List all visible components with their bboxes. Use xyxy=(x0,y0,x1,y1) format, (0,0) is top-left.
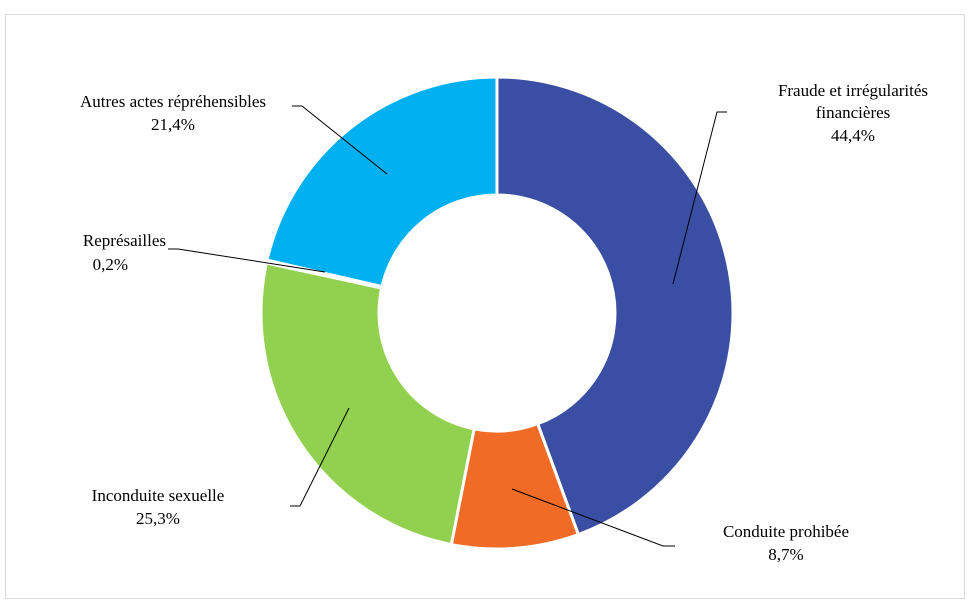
slice-label-fraude-line2: financières xyxy=(816,103,891,122)
slice-label-autres-line1: Autres actes répréhensibles xyxy=(80,92,266,111)
slice-label-represailles-line1: Représailles xyxy=(83,231,166,250)
slice-label-fraude: Fraude et irrégularités financières 44,4… xyxy=(778,81,928,145)
slice-label-autres: Autres actes répréhensibles 21,4% xyxy=(80,92,266,134)
leader-line-represailles xyxy=(168,248,326,273)
leader-line-fraude xyxy=(672,111,727,285)
slice-fraude xyxy=(495,75,735,537)
slice-label-inconduite-line1: Inconduite sexuelle xyxy=(92,486,225,505)
leader-lines xyxy=(168,105,727,547)
slice-label-represailles: Représailles 0,2% xyxy=(83,231,166,274)
slice-label-fraude-line1: Fraude et irrégularités xyxy=(778,81,928,100)
donut-slices xyxy=(259,75,735,551)
slice-inconduite-sexuelle xyxy=(259,261,476,547)
leader-line-autres-actes xyxy=(292,105,388,175)
slice-label-autres-value: 21,4% xyxy=(151,115,195,134)
slice-label-fraude-value: 44,4% xyxy=(831,126,875,145)
slice-autres-actes xyxy=(265,75,499,289)
slice-label-conduite: Conduite prohibée 8,7% xyxy=(723,522,849,564)
slice-label-inconduite: Inconduite sexuelle 25,3% xyxy=(92,486,225,528)
slice-label-conduite-value: 8,7% xyxy=(768,545,803,564)
leader-line-inconduite-sexuelle xyxy=(290,407,350,507)
slice-label-inconduite-value: 25,3% xyxy=(136,509,180,528)
slice-label-represailles-value: 0,2% xyxy=(93,255,128,274)
leader-line-conduite-prohibee xyxy=(511,488,675,547)
slice-label-conduite-line1: Conduite prohibée xyxy=(723,522,849,541)
